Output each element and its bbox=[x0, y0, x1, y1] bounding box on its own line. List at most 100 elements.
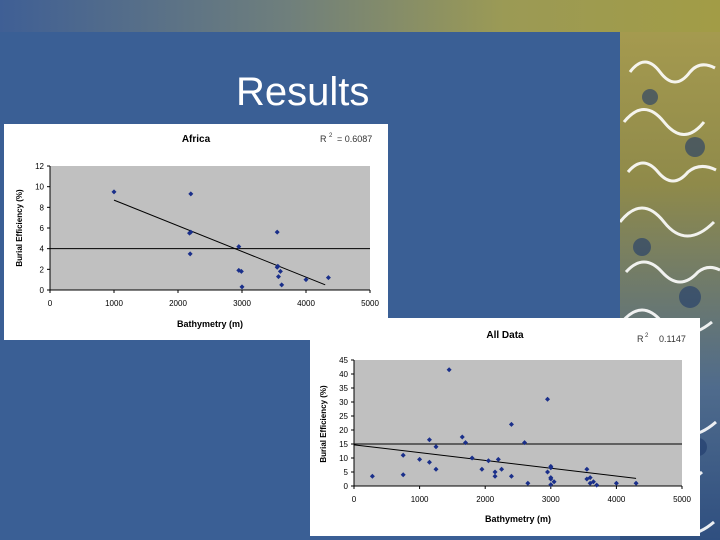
data-point bbox=[325, 275, 331, 281]
r-squared-value: 0.1147 bbox=[659, 334, 686, 344]
data-point bbox=[275, 274, 281, 280]
data-point bbox=[111, 189, 117, 195]
y-tick-label: 10 bbox=[35, 183, 44, 192]
x-tick-label: 5000 bbox=[673, 495, 691, 504]
data-point bbox=[400, 472, 406, 478]
x-tick-label: 4000 bbox=[297, 299, 315, 308]
data-point bbox=[492, 469, 498, 475]
data-point bbox=[495, 456, 501, 462]
data-point bbox=[492, 473, 498, 479]
x-axis-label: Bathymetry (m) bbox=[177, 319, 243, 329]
data-point bbox=[499, 466, 505, 472]
plot-area bbox=[50, 166, 370, 290]
trendline bbox=[353, 444, 637, 479]
data-point bbox=[584, 466, 590, 472]
data-point bbox=[303, 277, 309, 283]
data-point bbox=[188, 191, 194, 197]
y-tick-label: 12 bbox=[35, 162, 44, 171]
data-point bbox=[548, 465, 554, 471]
y-tick-label: 45 bbox=[339, 356, 348, 365]
y-tick-label: 0 bbox=[344, 482, 349, 491]
y-tick-label: 6 bbox=[40, 224, 45, 233]
data-point bbox=[369, 473, 375, 479]
data-point bbox=[633, 480, 639, 486]
data-point bbox=[187, 230, 193, 236]
data-point bbox=[277, 268, 283, 274]
data-point bbox=[275, 263, 281, 269]
r-squared-exponent: 2 bbox=[329, 133, 333, 139]
data-point bbox=[613, 480, 619, 486]
data-point bbox=[587, 480, 593, 486]
data-point bbox=[469, 455, 475, 461]
data-point bbox=[426, 437, 432, 443]
y-tick-label: 8 bbox=[40, 203, 45, 212]
x-tick-label: 0 bbox=[48, 299, 53, 308]
x-tick-label: 5000 bbox=[361, 299, 379, 308]
data-point bbox=[551, 479, 557, 485]
chart-title: Africa bbox=[182, 134, 211, 145]
x-tick-label: 0 bbox=[352, 495, 357, 504]
data-point bbox=[463, 440, 469, 446]
r-squared-exponent: 2 bbox=[645, 333, 649, 339]
data-point bbox=[522, 440, 528, 446]
data-point bbox=[446, 367, 452, 373]
data-point bbox=[479, 466, 485, 472]
x-tick-label: 4000 bbox=[608, 495, 626, 504]
data-point bbox=[485, 458, 491, 464]
plot-area bbox=[354, 360, 682, 486]
y-tick-label: 15 bbox=[339, 440, 348, 449]
y-tick-label: 2 bbox=[40, 265, 45, 274]
data-point bbox=[590, 479, 596, 485]
data-point bbox=[594, 482, 600, 488]
data-point bbox=[236, 244, 242, 250]
y-tick-label: 4 bbox=[40, 245, 45, 254]
data-point bbox=[274, 229, 280, 235]
y-tick-label: 35 bbox=[339, 384, 348, 393]
chart-title: All Data bbox=[486, 330, 524, 341]
data-point bbox=[433, 466, 439, 472]
data-point bbox=[417, 456, 423, 462]
data-point bbox=[545, 469, 551, 475]
data-point bbox=[548, 482, 554, 488]
y-axis-label: Burial Efficiency (%) bbox=[319, 385, 328, 463]
data-point bbox=[545, 396, 551, 402]
data-point bbox=[508, 421, 514, 427]
r-squared-symbol: R bbox=[320, 134, 327, 144]
data-point bbox=[508, 473, 514, 479]
data-point bbox=[400, 452, 406, 458]
trendline bbox=[113, 199, 326, 286]
y-tick-label: 0 bbox=[40, 286, 45, 295]
x-tick-label: 1000 bbox=[105, 299, 123, 308]
x-axis-label: Bathymetry (m) bbox=[485, 514, 551, 524]
y-tick-label: 30 bbox=[339, 398, 348, 407]
data-point bbox=[548, 475, 554, 481]
x-tick-label: 2000 bbox=[476, 495, 494, 504]
r-squared-symbol: R bbox=[637, 334, 644, 344]
data-point bbox=[459, 434, 465, 440]
y-tick-label: 10 bbox=[339, 454, 348, 463]
x-tick-label: 3000 bbox=[233, 299, 251, 308]
y-tick-label: 5 bbox=[344, 468, 349, 477]
data-point bbox=[433, 444, 439, 450]
slide-title: Results bbox=[236, 70, 370, 114]
data-point bbox=[525, 480, 531, 486]
all-data-chart: All Data R 2 0.1147 Bathymetry (m) Buria… bbox=[319, 330, 691, 524]
data-point bbox=[279, 282, 285, 288]
africa-chart: Africa R 2 = 0.6087 Bathymetry (m) Buria… bbox=[15, 133, 379, 329]
data-point bbox=[238, 268, 244, 274]
y-tick-label: 20 bbox=[339, 426, 348, 435]
r-squared-value: = 0.6087 bbox=[337, 134, 372, 144]
top-banner bbox=[0, 0, 720, 32]
data-point bbox=[239, 284, 245, 290]
x-tick-label: 2000 bbox=[169, 299, 187, 308]
africa-chart-box: Africa R 2 = 0.6087 Bathymetry (m) Buria… bbox=[4, 124, 388, 340]
data-point bbox=[426, 459, 432, 465]
y-tick-label: 40 bbox=[339, 370, 348, 379]
x-tick-label: 3000 bbox=[542, 495, 560, 504]
x-tick-label: 1000 bbox=[411, 495, 429, 504]
data-point bbox=[587, 475, 593, 481]
y-tick-label: 25 bbox=[339, 412, 348, 421]
all-data-chart-box: All Data R 2 0.1147 Bathymetry (m) Buria… bbox=[310, 318, 700, 536]
y-axis-label: Burial Efficiency (%) bbox=[15, 189, 24, 267]
